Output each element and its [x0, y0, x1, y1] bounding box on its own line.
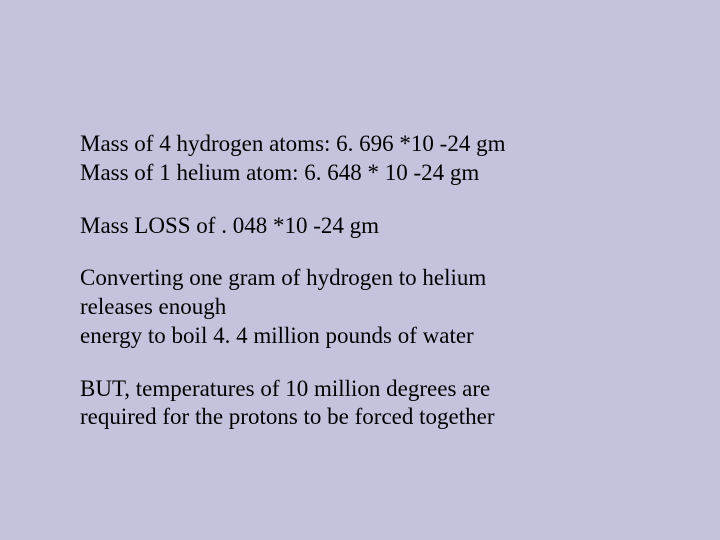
text-block-3: Converting one gram of hydrogen to heliu… [80, 264, 640, 350]
text-line: required for the protons to be forced to… [80, 403, 640, 432]
text-block-1: Mass of 4 hydrogen atoms: 6. 696 *10 -24… [80, 130, 640, 188]
text-line: Mass LOSS of . 048 *10 -24 gm [80, 212, 640, 241]
text-line: energy to boil 4. 4 million pounds of wa… [80, 322, 640, 351]
slide: Mass of 4 hydrogen atoms: 6. 696 *10 -24… [0, 0, 720, 540]
text-line: BUT, temperatures of 10 million degrees … [80, 375, 640, 404]
text-line: Converting one gram of hydrogen to heliu… [80, 264, 640, 293]
text-block-2: Mass LOSS of . 048 *10 -24 gm [80, 212, 640, 241]
text-line: releases enough [80, 293, 640, 322]
text-block-4: BUT, temperatures of 10 million degrees … [80, 375, 640, 433]
text-line: Mass of 4 hydrogen atoms: 6. 696 *10 -24… [80, 130, 640, 159]
text-line: Mass of 1 helium atom: 6. 648 * 10 -24 g… [80, 159, 640, 188]
